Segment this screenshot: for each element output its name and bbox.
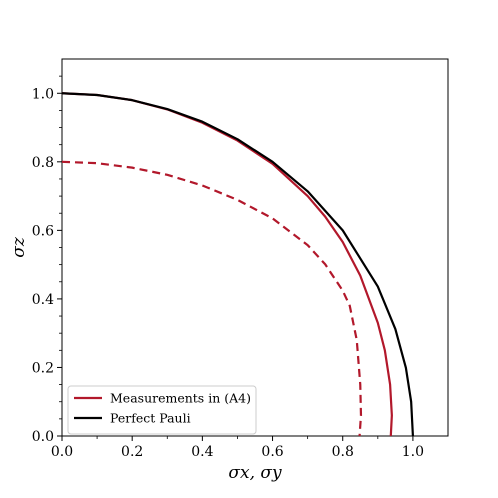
x-tick-label: 0.4 — [191, 444, 213, 460]
series-line-1 — [61, 160, 363, 437]
y-tick-label: 0.8 — [32, 155, 54, 171]
legend: Measurements in (A4) Perfect Pauli — [67, 385, 257, 435]
x-tick-label: 1.0 — [402, 444, 424, 460]
y-tick-label: 0.0 — [32, 429, 54, 445]
x-tick-label: 0.0 — [51, 444, 73, 460]
x-tick-label: 0.2 — [121, 444, 143, 460]
y-tick-label: 1.0 — [32, 86, 54, 102]
x-tick-label: 0.8 — [332, 444, 354, 460]
y-tick-label: 0.6 — [32, 223, 54, 239]
x-axis-label: σx, σy — [228, 463, 282, 483]
legend-label-2: Perfect Pauli — [110, 411, 191, 426]
ticks-layer: 0.0 0.2 0.4 0.6 0.8 1.0 0.0 0.2 0.4 0.6 0.8 1.0 — [32, 75, 424, 460]
legend-label-0: Measurements in (A4) — [110, 391, 251, 406]
series-layer — [61, 92, 415, 437]
legend-box — [67, 385, 257, 435]
x-tick-label: 0.6 — [261, 444, 283, 460]
y-axis-label: σz — [9, 236, 29, 258]
series-line-2 — [61, 92, 415, 437]
series-line-0 — [61, 92, 393, 437]
y-tick-label: 0.2 — [32, 360, 54, 376]
y-tick-label: 0.4 — [32, 292, 54, 308]
